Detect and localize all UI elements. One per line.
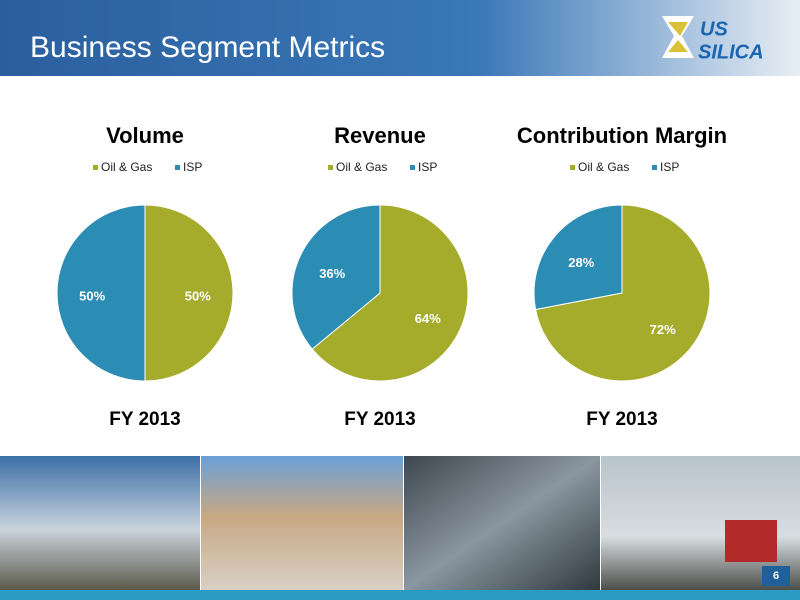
charts: Volume Oil & Gas ISP 50% 50% FY 2013 Revenue Oi… <box>56 123 727 430</box>
truck <box>725 520 777 562</box>
chart-caption: FY 2013 <box>586 409 657 430</box>
photo <box>201 456 403 590</box>
legend-marker <box>652 165 657 170</box>
legend-marker <box>175 165 180 170</box>
logo-text: US <box>700 18 728 40</box>
photo <box>404 456 600 590</box>
photo <box>0 456 200 590</box>
data-label: 28% <box>568 255 594 270</box>
header-band <box>0 0 800 76</box>
pie-slice <box>533 204 623 311</box>
pie-slice <box>56 204 146 382</box>
legend-label: Oil & Gas <box>101 160 152 174</box>
legend-marker <box>328 165 333 170</box>
data-label: 36% <box>319 266 345 281</box>
data-label: 64% <box>415 311 441 326</box>
data-label: 50% <box>185 288 211 303</box>
legend-label: Oil & Gas <box>336 160 387 174</box>
pie-slice <box>311 204 469 382</box>
photo-strip <box>0 456 800 590</box>
pie-slice <box>291 204 381 350</box>
chart-caption: FY 2013 <box>344 409 415 430</box>
legend-marker <box>410 165 415 170</box>
slide-title: Business Segment Metrics <box>30 31 385 64</box>
legend-label: ISP <box>418 160 437 174</box>
legend-marker <box>93 165 98 170</box>
legend-marker <box>570 165 575 170</box>
pie-slice <box>534 204 711 382</box>
logo-text: SILICA <box>698 41 764 63</box>
logo-mark <box>662 16 694 58</box>
chart-title: Volume <box>106 123 184 148</box>
footer-band <box>0 590 800 600</box>
legend-label: ISP <box>183 160 202 174</box>
logo: US SILICA <box>662 16 764 63</box>
chart-caption: FY 2013 <box>109 409 180 430</box>
pie-slice <box>144 204 234 382</box>
logo-sand <box>668 22 688 52</box>
legend-label: Oil & Gas <box>578 160 629 174</box>
chart-title: Contribution Margin <box>517 123 727 148</box>
chart-title: Revenue <box>334 123 426 148</box>
data-label: 72% <box>650 322 676 337</box>
legend-label: ISP <box>660 160 679 174</box>
data-label: 50% <box>79 288 105 303</box>
page-box <box>762 566 790 586</box>
page-number: 6 <box>773 570 779 582</box>
